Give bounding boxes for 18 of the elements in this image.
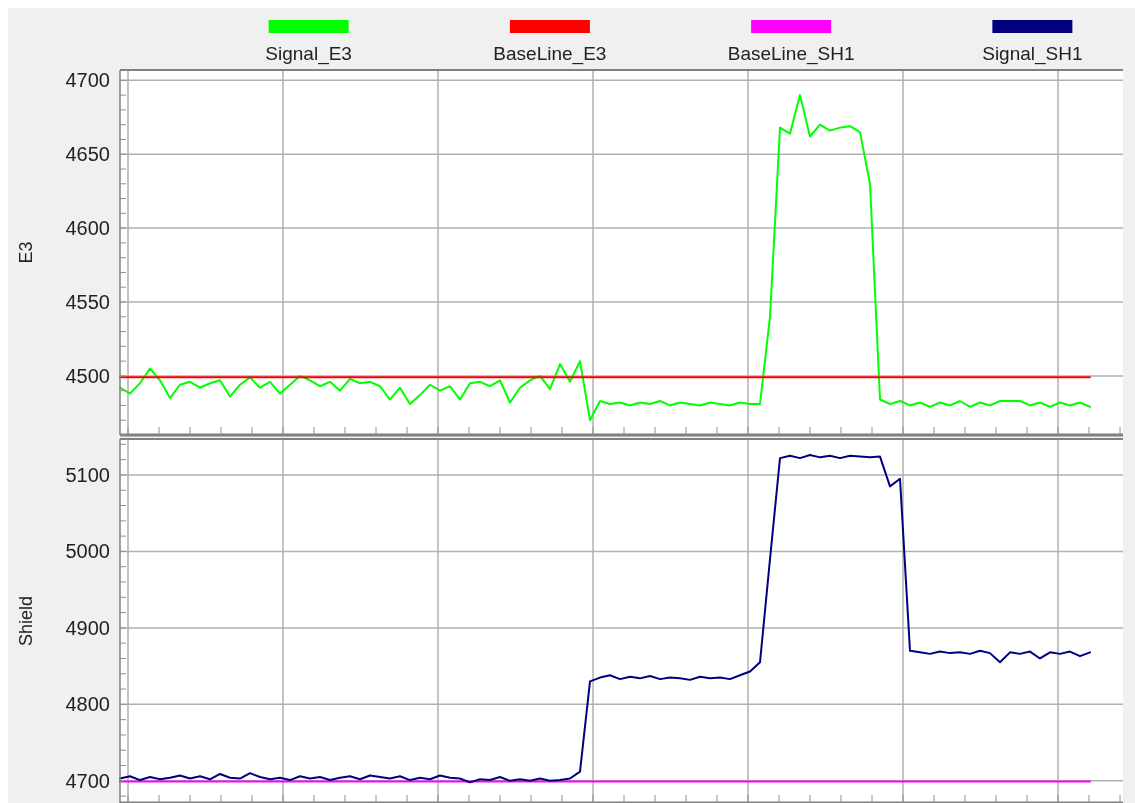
y-axis-title: E3 (16, 241, 36, 264)
y-tick-label: 4600 (65, 217, 110, 240)
legend-label: BaseLine_SH1 (727, 43, 855, 65)
line-series (119, 94, 1091, 422)
y-axis-title: Shield (16, 595, 36, 647)
y-tick-label: 4700 (65, 69, 110, 92)
y-tick-label: 5000 (65, 540, 110, 563)
line-series (119, 454, 1091, 784)
legend-label: Signal_E3 (265, 43, 352, 65)
y-tick-label: 4900 (65, 616, 110, 639)
y-tick-label: 4550 (65, 291, 110, 313)
legend-label: Signal_SH1 (982, 43, 1083, 65)
y-tick-label: 4650 (65, 143, 110, 166)
y-tick-label: 4500 (65, 364, 110, 387)
y-tick-label: 4700 (65, 769, 110, 792)
y-tick-label: 4800 (65, 693, 110, 716)
y-tick-label: 5100 (65, 463, 110, 486)
legend-label: BaseLine_E3 (493, 43, 607, 65)
